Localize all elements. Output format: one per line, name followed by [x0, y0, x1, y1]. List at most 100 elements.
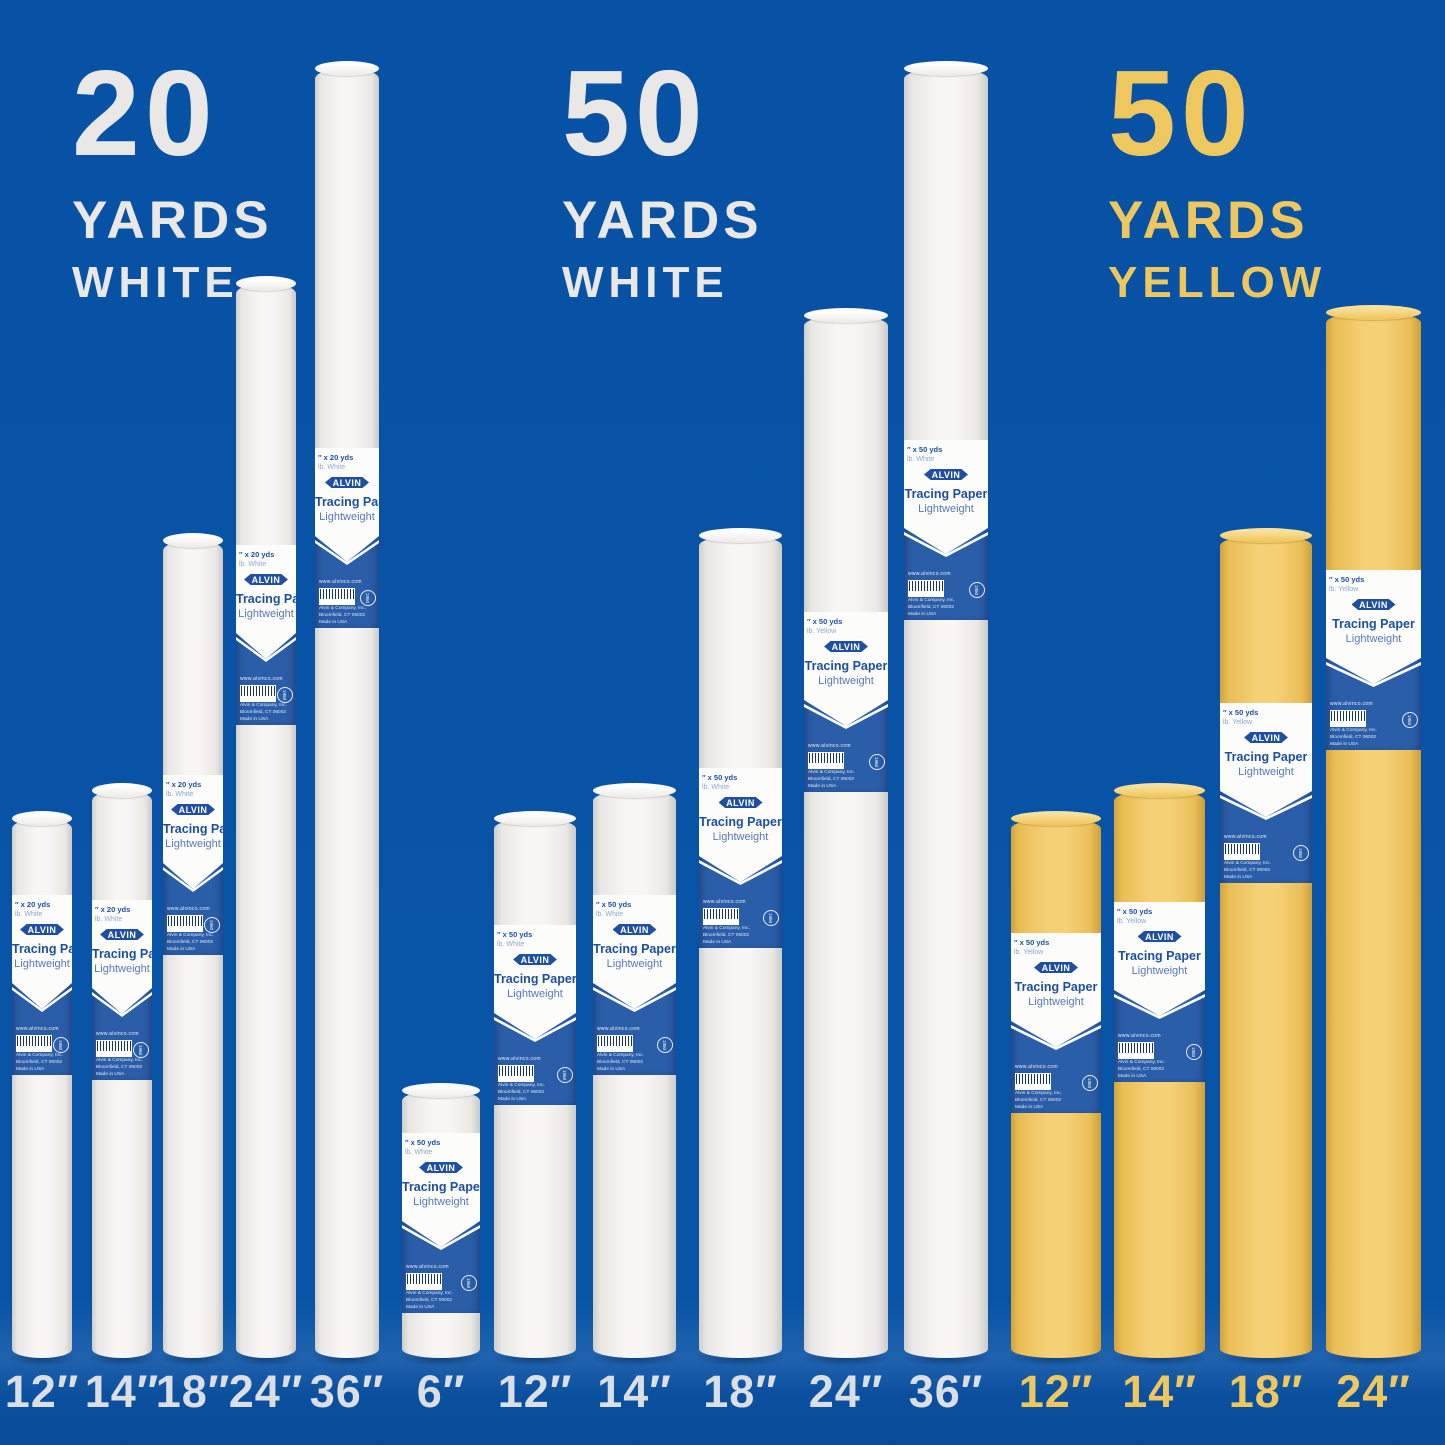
company-line: Alvin & Company, Inc. [597, 1053, 644, 1058]
company-line: Bloomfield, CT 06002 [96, 1064, 143, 1070]
brand-name: ALVIN [1359, 599, 1388, 610]
company-line: Bloomfield, CT 06002 [1330, 734, 1377, 740]
company-line: Bloomfield, CT 06002 [1224, 867, 1271, 873]
product-weight: Lightweight [507, 988, 563, 1000]
brand-name: ALVIN [178, 804, 208, 815]
label-spec: ″ x 50 yds lb. White [405, 1138, 440, 1157]
company-line: Alvin & Company, Inc. [703, 926, 750, 931]
spec-size-line: ″ x 20 yds [166, 780, 202, 789]
roll-label: ″ x 50 yds lb. White ALVIN Tracing Paper Lig… [904, 440, 988, 620]
company-line: Alvin & Company, Inc. [1330, 728, 1377, 733]
product-name: Tracing Paper [1224, 750, 1308, 764]
company-line: Bloomfield, CT 06002 [1118, 1066, 1165, 1072]
company-line: Alvin & Company, Inc. [240, 703, 287, 708]
header-color-label: WHITE [72, 258, 239, 307]
logo-diamond-fill [924, 469, 968, 480]
label-website: www.alvinco.com [167, 906, 210, 912]
paper-roll: ″ x 50 yds lb. White ALVIN Tracing Paper Lig… [593, 783, 676, 1358]
roll-top-cap [236, 276, 296, 291]
label-shield: ″ x 50 yds lb. Yellow ALVIN Tracing Paper Li… [804, 612, 888, 726]
label-website: www.alvinco.com [406, 1264, 449, 1270]
spec-size-line: ″ x 50 yds [497, 930, 533, 939]
company-line: Made in USA [96, 1071, 125, 1077]
spec-size-line: ″ x 50 yds [807, 617, 843, 626]
logo-diamond-fill [1244, 732, 1288, 743]
logo-diamond-fill [513, 954, 557, 965]
spec-color-line: lb. White [702, 783, 730, 791]
company-line: Alvin & Company, Inc. [96, 1058, 143, 1063]
logo-diamond-fill [1351, 599, 1396, 610]
spec-color-line: lb. Yellow [1223, 718, 1253, 726]
brand-name: ALVIN [620, 924, 649, 935]
roll-label: ″ x 50 yds lb. Yellow ALVIN Tracing Paper Li… [1220, 703, 1312, 883]
product-name: Tracing Paper [1014, 980, 1098, 994]
company-line: Made in USA [240, 716, 269, 722]
product-name: Tracing Paper [699, 815, 782, 829]
product-weight: Lightweight [94, 963, 150, 975]
spec-color-line: lb. White [907, 455, 935, 463]
roll-label: ″ x 50 yds lb. Yellow ALVIN Tracing Paper Li… [1114, 902, 1205, 1082]
product-weight: Lightweight [1238, 766, 1294, 778]
company-line: Bloomfield, CT 06002 [498, 1089, 545, 1095]
product-weight: Lightweight [413, 1196, 469, 1208]
label-spec: ″ x 20 yds lb. White [95, 905, 130, 924]
label-website: www.alvinco.com [908, 571, 951, 577]
company-line: Bloomfield, CT 06002 [319, 612, 366, 618]
paper-roll: ″ x 50 yds lb. White ALVIN Tracing Paper Lig… [904, 61, 988, 1358]
company-info: Alvin & Company, Inc. Bloomfield, CT 0600… [1330, 728, 1377, 749]
company-line: Bloomfield, CT 06002 [240, 709, 287, 715]
company-line: Bloomfield, CT 06002 [16, 1059, 63, 1065]
product-weight: Lightweight [1028, 996, 1084, 1008]
label-spec: ″ x 50 yds lb. White [907, 445, 942, 464]
company-info: Alvin & Company, Inc. Bloomfield, CT 0600… [908, 598, 955, 619]
paper-roll: ″ x 50 yds lb. Yellow ALVIN Tracing Paper Li… [1220, 528, 1312, 1358]
company-line: Made in USA [319, 619, 348, 625]
product-weight: Lightweight [818, 675, 874, 687]
spec-size-line: ″ x 50 yds [596, 900, 632, 909]
label-website: www.alvinco.com [96, 1031, 139, 1037]
company-info: Alvin & Company, Inc. Bloomfield, CT 0600… [240, 703, 287, 724]
company-line: Made in USA [1224, 874, 1253, 880]
barcode [1118, 1042, 1154, 1059]
since-badge: 1950 [657, 1037, 673, 1053]
company-info: Alvin & Company, Inc. Bloomfield, CT 0600… [1015, 1091, 1062, 1112]
alvin-logo: ALVIN [1032, 960, 1080, 975]
roll-label: ″ x 50 yds lb. Yellow ALVIN Tracing Paper Li… [1326, 570, 1421, 750]
label-website: www.alvinco.com [319, 579, 362, 585]
company-line: Made in USA [16, 1066, 45, 1072]
company-line: Made in USA [406, 1304, 435, 1310]
company-line: Bloomfield, CT 06002 [908, 604, 955, 610]
spec-color-line: lb. Yellow [1014, 948, 1044, 956]
paper-roll: ″ x 50 yds lb. Yellow ALVIN Tracing Paper Li… [1114, 783, 1205, 1358]
company-info: Alvin & Company, Inc. Bloomfield, CT 0600… [703, 926, 750, 947]
label-spec: ″ x 50 yds lb. White [497, 930, 532, 949]
label-website: www.alvinco.com [1118, 1033, 1161, 1039]
company-line: Alvin & Company, Inc. [1015, 1091, 1062, 1096]
since-badge: 1950 [133, 1042, 149, 1058]
spec-size-line: ″ x 20 yds [239, 550, 275, 559]
label-website: www.alvinco.com [1015, 1064, 1058, 1070]
barcode [908, 580, 944, 597]
since-badge: 1950 [277, 687, 293, 703]
barcode [240, 685, 276, 702]
since-badge: 1950 [1293, 845, 1309, 861]
alvin-logo: ALVIN [1135, 929, 1184, 944]
logo-diamond-fill [612, 924, 657, 935]
label-website: www.alvinco.com [498, 1056, 541, 1062]
spec-size-line: ″ x 50 yds [1223, 708, 1259, 717]
header-yardage-number: 20 [72, 45, 218, 181]
size-label: 36″ [309, 1366, 385, 1417]
company-line: Alvin & Company, Inc. [1224, 861, 1271, 866]
spec-size-line: ″ x 20 yds [15, 900, 51, 909]
since-badge: 1950 [557, 1067, 573, 1083]
roll-top-cap [1011, 811, 1101, 826]
logo-diamond-fill [171, 804, 215, 815]
label-website: www.alvinco.com [16, 1026, 59, 1032]
paper-roll: ″ x 50 yds lb. White ALVIN Tracing Paper Lig… [494, 811, 576, 1358]
company-info: Alvin & Company, Inc. Bloomfield, CT 0600… [16, 1053, 63, 1074]
label-shield: ″ x 50 yds lb. White ALVIN Tracing Paper Lig… [402, 1133, 480, 1247]
barcode [96, 1040, 132, 1057]
